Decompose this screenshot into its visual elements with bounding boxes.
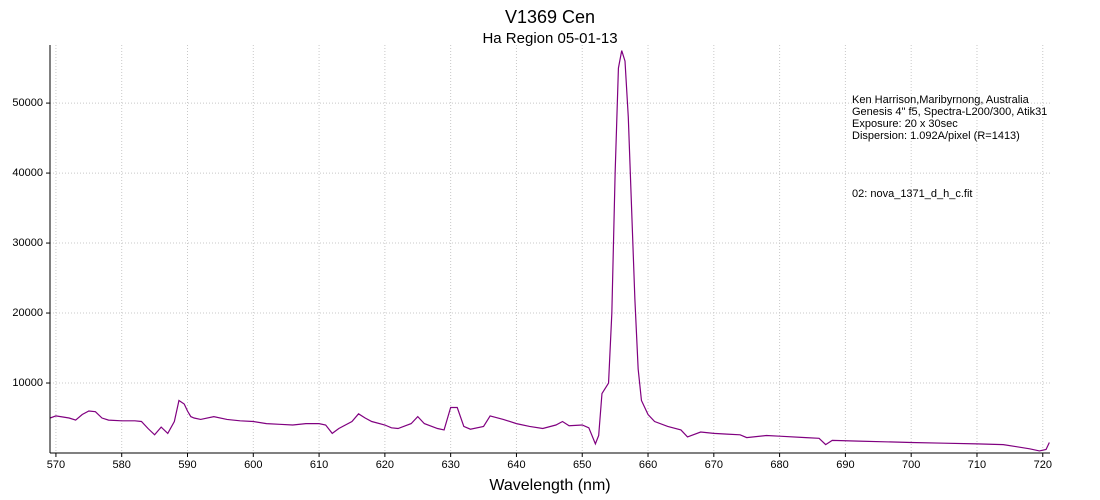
- legend-entry: 02: nova_1371_d_h_c.fit: [852, 188, 973, 200]
- x-axis-label: Wavelength (nm): [489, 477, 610, 494]
- plot-area: [50, 50, 1050, 452]
- x-tick-label: 580: [113, 459, 131, 471]
- y-tick-label: 10000: [12, 377, 43, 389]
- x-tick-label: 720: [1034, 459, 1052, 471]
- annotation: Exposure: 20 x 30sec: [852, 118, 958, 130]
- x-tick-label: 640: [507, 459, 525, 471]
- chart-title: V1369 Cen: [505, 7, 595, 27]
- spectrum-line: [50, 50, 1050, 452]
- y-tick-label: 50000: [12, 97, 43, 109]
- x-tick-label: 670: [705, 459, 723, 471]
- annotation: Dispersion: 1.092A/pixel (R=1413): [852, 130, 1020, 142]
- annotation: Genesis 4" f5, Spectra-L200/300, Atik31: [852, 106, 1047, 118]
- x-tick-label: 600: [244, 459, 262, 471]
- x-tick-label: 710: [968, 459, 986, 471]
- grid: [50, 45, 1050, 453]
- annotation: Ken Harrison,Maribyrnong, Australia: [852, 94, 1030, 106]
- x-tick-label: 610: [310, 459, 328, 471]
- x-tick-label: 650: [573, 459, 591, 471]
- y-tick-label: 30000: [12, 237, 43, 249]
- x-tick-label: 620: [376, 459, 394, 471]
- x-tick-label: 630: [441, 459, 459, 471]
- x-tick-label: 700: [902, 459, 920, 471]
- x-tick-label: 690: [836, 459, 854, 471]
- x-tick-label: 570: [47, 459, 65, 471]
- annotations: Ken Harrison,Maribyrnong, AustraliaGenes…: [852, 94, 1047, 142]
- chart-subtitle: Ha Region 05-01-13: [482, 30, 617, 47]
- y-tick-label: 40000: [12, 167, 43, 179]
- x-tick-label: 680: [770, 459, 788, 471]
- x-tick-label: 660: [639, 459, 657, 471]
- x-tick-label: 590: [178, 459, 196, 471]
- y-tick-label: 20000: [12, 307, 43, 319]
